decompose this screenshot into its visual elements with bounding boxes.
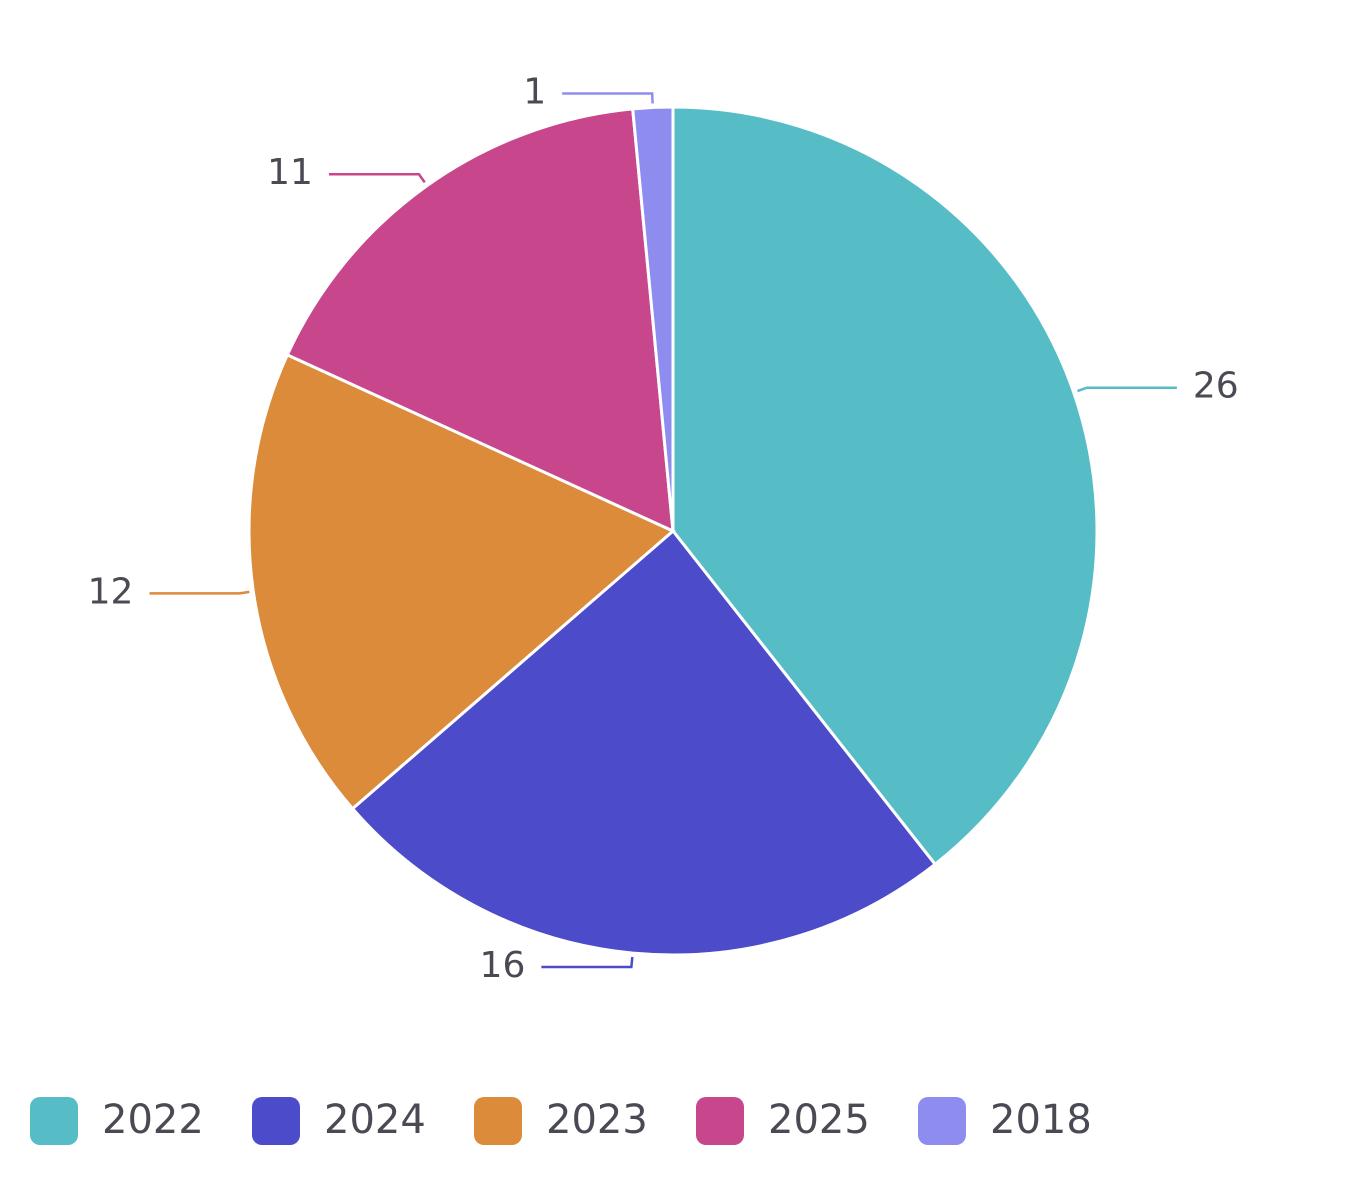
pie-slice bbox=[631, 105, 675, 532]
data-label: 16 bbox=[480, 945, 526, 986]
data-label: 11 bbox=[267, 152, 313, 193]
legend-label: 2025 bbox=[768, 1097, 870, 1143]
pie-slice bbox=[285, 107, 675, 534]
leader-line bbox=[149, 590, 250, 595]
legend-swatch bbox=[252, 1097, 300, 1145]
data-label: 12 bbox=[88, 571, 134, 612]
legend-label: 2024 bbox=[324, 1097, 426, 1143]
pie-slice bbox=[247, 352, 676, 811]
legend-swatch bbox=[30, 1097, 78, 1145]
legend-swatch bbox=[474, 1097, 522, 1145]
legend-label: 2023 bbox=[546, 1097, 648, 1143]
data-label: 1 bbox=[523, 71, 546, 112]
pie-slice bbox=[350, 528, 938, 957]
data-label: 26 bbox=[1193, 366, 1239, 407]
pie-slice bbox=[671, 105, 1099, 867]
legend-label: 2018 bbox=[990, 1097, 1092, 1143]
legend-swatch bbox=[918, 1097, 966, 1145]
legend-label: 2022 bbox=[102, 1097, 204, 1143]
leader-line bbox=[541, 956, 634, 969]
leader-line bbox=[562, 92, 654, 104]
legend-swatch bbox=[696, 1097, 744, 1145]
leader-line bbox=[1077, 386, 1177, 393]
leader-line bbox=[328, 172, 426, 184]
